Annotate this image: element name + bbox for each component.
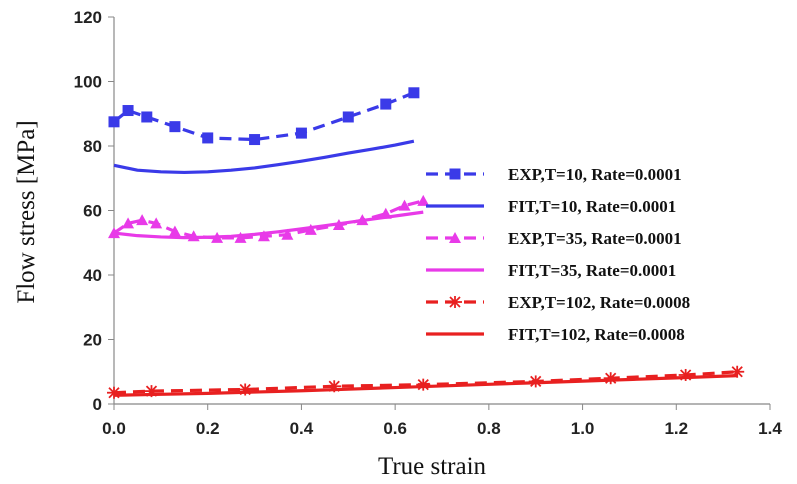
y-tick-label: 80 [83, 137, 102, 156]
series-5 [113, 374, 738, 397]
legend-item: EXP,T=35, Rate=0.0001 [426, 229, 682, 248]
y-tick-label: 60 [83, 202, 102, 221]
legend-item: FIT,T=102, Rate=0.0008 [426, 325, 685, 344]
x-tick-label: 0.4 [290, 419, 314, 438]
data-point [122, 217, 135, 229]
series-0 [108, 87, 420, 146]
series-3 [113, 210, 424, 240]
x-tick-label: 0.0 [102, 419, 126, 438]
data-point [603, 372, 618, 385]
data-point [417, 194, 430, 206]
x-tick-label: 0.8 [477, 419, 501, 438]
legend-label: EXP,T=102, Rate=0.0008 [508, 293, 690, 312]
data-point [136, 214, 149, 226]
legend-label: FIT,T=10, Rate=0.0001 [508, 197, 676, 216]
data-point [342, 111, 354, 123]
data-point [449, 168, 461, 180]
series-line [112, 91, 415, 142]
series-line [113, 139, 415, 175]
series-1 [113, 139, 415, 175]
data-point [169, 121, 181, 133]
legend-label: FIT,T=102, Rate=0.0008 [508, 325, 685, 344]
legend-item: FIT,T=35, Rate=0.0001 [426, 261, 676, 280]
y-tick-labels: 0 20 40 60 80 100 120 [74, 8, 114, 414]
data-point [448, 296, 462, 308]
data-point [150, 217, 163, 229]
x-tick-labels: 0.0 0.2 0.4 0.6 0.8 1.0 1.2 1.4 [102, 404, 782, 438]
data-point [234, 231, 247, 243]
legend-label: EXP,T=10, Rate=0.0001 [508, 165, 682, 184]
y-tick-label: 100 [74, 73, 102, 92]
legend-item: FIT,T=10, Rate=0.0001 [426, 197, 676, 216]
x-tick-label: 0.6 [383, 419, 407, 438]
data-point [168, 225, 181, 237]
data-point [122, 105, 134, 117]
legend: EXP,T=10, Rate=0.0001 FIT,T=10, Rate=0.00… [426, 165, 690, 344]
x-axis-title: True strain [378, 453, 487, 480]
data-point [108, 116, 120, 128]
legend-item: EXP,T=102, Rate=0.0008 [426, 293, 690, 312]
data-point [416, 378, 431, 391]
series-line [113, 199, 424, 240]
y-axis-title: Flow stress [MPa] [13, 120, 40, 303]
data-point [449, 232, 461, 243]
legend-label: EXP,T=35, Rate=0.0001 [508, 229, 682, 248]
y-tick-label: 40 [83, 266, 102, 285]
data-point [202, 132, 214, 144]
x-tick-label: 0.2 [196, 419, 220, 438]
legend-item: EXP,T=10, Rate=0.0001 [426, 165, 682, 184]
legend-label: FIT,T=35, Rate=0.0001 [508, 261, 676, 280]
series-layer [107, 87, 745, 399]
series-line [113, 210, 424, 240]
data-point [257, 230, 270, 242]
data-point [398, 199, 411, 211]
data-point [108, 227, 120, 239]
x-tick-label: 1.2 [664, 419, 688, 438]
data-point [295, 127, 307, 139]
data-point [380, 98, 392, 110]
x-tick-label: 1.0 [571, 419, 595, 438]
data-point [281, 228, 294, 240]
y-tick-label: 120 [74, 8, 102, 27]
data-point [249, 134, 261, 146]
data-point [304, 223, 317, 235]
y-tick-label: 20 [83, 331, 102, 350]
data-point [107, 386, 121, 399]
x-tick-label: 1.4 [758, 419, 782, 438]
data-point [141, 111, 153, 123]
series-line [113, 374, 738, 397]
y-tick-label: 0 [93, 395, 102, 414]
data-point [408, 87, 420, 99]
